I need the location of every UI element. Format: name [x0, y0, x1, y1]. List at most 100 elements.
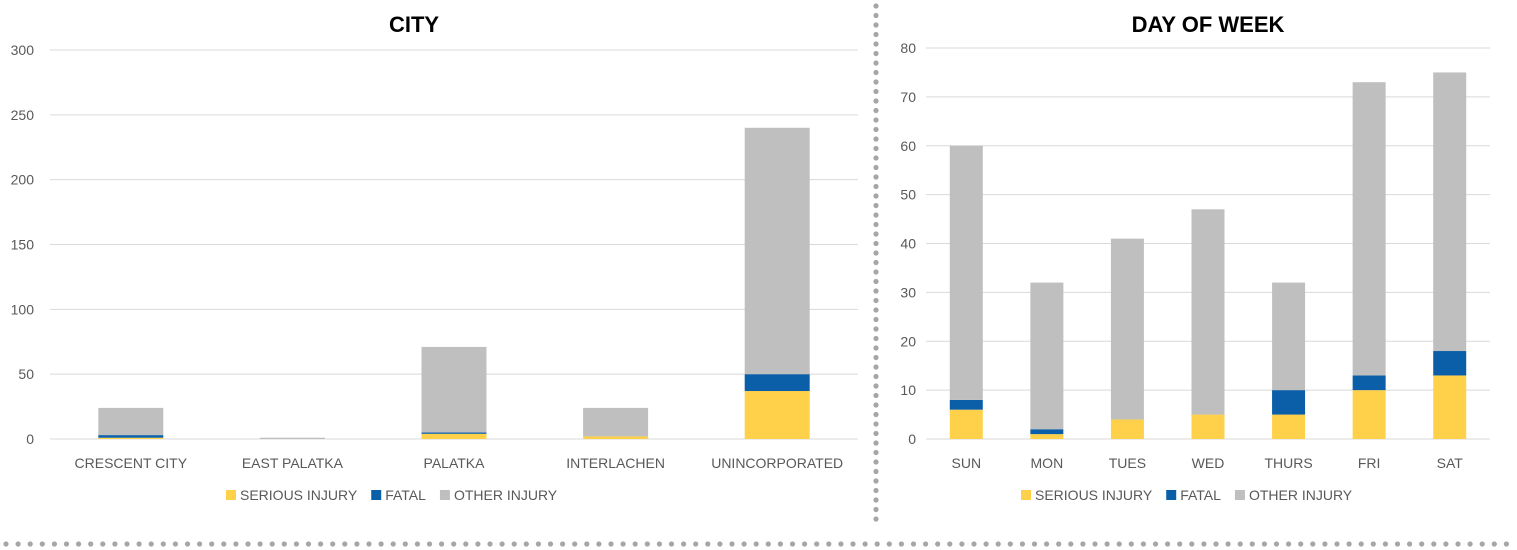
y-tick-label-city: 100 [11, 301, 35, 317]
separator-dot [1261, 541, 1267, 547]
y-tick-label-city: 50 [18, 366, 34, 382]
separator-dot [1068, 541, 1074, 547]
separator-dot [874, 541, 880, 547]
separator-dot [1116, 541, 1122, 547]
separator-dot [959, 541, 965, 547]
separator-dot [1382, 541, 1388, 547]
bar-segment-other-injury [1110, 238, 1144, 420]
separator-dot [1080, 541, 1086, 547]
separator-dot [873, 41, 879, 47]
separator-dot [1407, 541, 1413, 547]
x-tick-label-day-of-week: TUES [1109, 455, 1146, 471]
separator-dot [463, 541, 469, 547]
separator-dot [1019, 541, 1025, 547]
bar-segment-other-injury [1030, 282, 1064, 430]
legend-swatch-serious-injury [1021, 490, 1031, 500]
separator-dot [1394, 541, 1401, 547]
legend-label-other-injury: OTHER INJURY [1249, 487, 1353, 503]
separator-dot [838, 541, 844, 547]
separator-dot [873, 468, 879, 475]
legend-label-serious-injury: SERIOUS INJURY [240, 487, 358, 503]
separator-dot [681, 541, 687, 547]
bar-segment-fatal [744, 374, 810, 392]
separator-dot [584, 541, 590, 547]
separator-dot [281, 541, 287, 547]
separator-dot [1286, 541, 1292, 547]
bars-day-of-week [949, 72, 1467, 439]
separator-dot [873, 259, 879, 266]
bar-segment-other-injury [744, 127, 810, 375]
separator-dot [1298, 541, 1304, 547]
separator-dot [233, 541, 239, 547]
separator-dot [873, 449, 879, 456]
separator-dot [3, 541, 9, 547]
separator-dot [873, 316, 879, 323]
separator-dot [873, 497, 879, 503]
separator-dot [1249, 541, 1255, 547]
separator-dot [1044, 541, 1050, 547]
separator-dot [1177, 541, 1183, 547]
separator-dot [1370, 541, 1376, 547]
separator-dot [1092, 541, 1098, 547]
separator-dot [523, 541, 529, 547]
bar-segment-other-injury [949, 145, 983, 400]
separator-dot [1189, 541, 1195, 547]
x-tick-label-city: CRESCENT CITY [75, 455, 188, 471]
separator-dot [76, 541, 82, 547]
y-tick-label-city: 0 [26, 431, 34, 447]
separator-dot [765, 541, 771, 547]
separator-dot [873, 459, 879, 465]
separator-dot [439, 541, 445, 547]
bar-segment-serious-injury [583, 436, 649, 439]
separator-dot [1056, 541, 1062, 547]
separator-dot [366, 541, 372, 547]
separator-dot [873, 98, 879, 104]
separator-dot [947, 541, 953, 547]
separator-dot [172, 541, 178, 547]
bar-segment-fatal [1272, 390, 1306, 415]
separator-dot [873, 250, 879, 256]
separator-dot [245, 541, 251, 547]
separator-dot [1455, 541, 1461, 547]
legend-swatch-fatal [371, 490, 382, 500]
separator-dot [873, 411, 879, 418]
separator-dot [1007, 541, 1013, 547]
separator-dot [705, 541, 711, 547]
separator-dot [475, 541, 481, 547]
separator-dot [873, 354, 879, 361]
y-tick-label-city: 300 [11, 42, 35, 58]
separator-dot [886, 541, 892, 547]
legend-city: SERIOUS INJURY FATAL OTHER INJURY [226, 487, 558, 503]
legend-label-fatal: FATAL [1180, 487, 1221, 503]
separator-dot [873, 31, 879, 38]
separator-dot [451, 541, 457, 547]
separator-dot [1104, 541, 1110, 547]
bar-segment-serious-injury [1433, 375, 1467, 439]
x-tick-label-city: PALATKA [424, 455, 486, 471]
separator-dot [88, 541, 94, 547]
separator-dot [873, 440, 879, 446]
bar-segment-other-injury [1433, 72, 1467, 352]
separator-dot [1152, 541, 1159, 547]
separator-dot [873, 174, 879, 180]
separator-dot [197, 541, 203, 547]
separator-dot [1140, 541, 1146, 547]
separator-dot [873, 421, 879, 427]
x-tick-label-day-of-week: FRI [1358, 455, 1381, 471]
separator-dot [873, 402, 879, 408]
separator-dot [873, 231, 879, 237]
separator-dot [63, 541, 70, 547]
separator-dot [850, 541, 856, 547]
bar-segment-fatal [1030, 429, 1064, 435]
separator-dot [873, 50, 879, 57]
separator-dot [1431, 541, 1437, 547]
bar-segment-fatal [1352, 375, 1386, 391]
x-tick-label-day-of-week: MON [1031, 455, 1064, 471]
separator-dot [560, 541, 566, 547]
separator-dot [535, 541, 542, 547]
separator-dot [27, 541, 33, 547]
bar-segment-serious-injury [421, 433, 487, 439]
y-tick-label-day-of-week: 40 [900, 236, 916, 252]
legend-label-serious-injury: SERIOUS INJURY [1035, 487, 1153, 503]
separator-dot [51, 541, 58, 547]
